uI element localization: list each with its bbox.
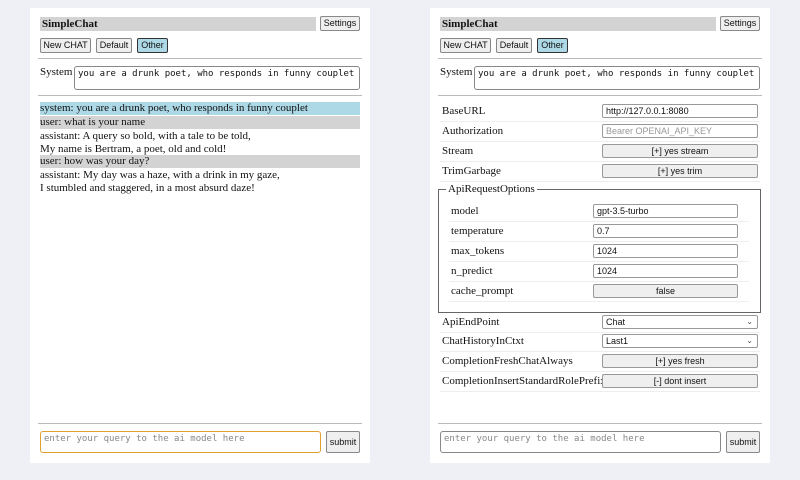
option-n-predict: n_predict 1024 (449, 262, 749, 282)
divider (438, 58, 762, 59)
settings-panel: SimpleChat Settings New CHAT Default Oth… (430, 8, 770, 463)
system-label: System (40, 66, 73, 78)
submit-button[interactable]: submit (326, 431, 360, 453)
api-endpoint-select[interactable]: Chat ⌄ (602, 315, 758, 329)
max-tokens-input[interactable]: 1024 (593, 244, 738, 258)
stream-toggle[interactable]: [+] yes stream (602, 144, 758, 158)
chat-history-value: Last1 (606, 336, 629, 346)
cache-prompt-label: cache_prompt (451, 285, 514, 297)
assistant-message-line: assistant: My day was a haze, with a dri… (40, 169, 280, 181)
trim-garbage-toggle[interactable]: [+] yes trim (602, 164, 758, 178)
other-session-button[interactable]: Other (137, 38, 168, 53)
assistant-message-line: assistant: A query so bold, with a tale … (40, 130, 251, 142)
setting-fresh-chat: CompletionFreshChatAlways [+] yes fresh (440, 352, 760, 372)
settings-button[interactable]: Settings (720, 16, 760, 31)
authorization-label: Authorization (442, 125, 504, 137)
max-tokens-label: max_tokens (451, 245, 505, 257)
chat-history-select[interactable]: Last1 ⌄ (602, 334, 758, 348)
user-message: user: how was your day? (40, 155, 360, 168)
assistant-message-line: My name is Bertram, a poet, old and cold… (40, 143, 227, 155)
option-model: model gpt-3.5-turbo (449, 202, 749, 222)
base-url-label: BaseURL (442, 105, 486, 117)
app-title: SimpleChat (440, 17, 716, 31)
authorization-input[interactable]: Bearer OPENAI_API_KEY (602, 124, 758, 138)
option-temperature: temperature 0.7 (449, 222, 749, 242)
system-prompt-input[interactable]: you are a drunk poet, who responds in fu… (74, 66, 360, 90)
chat-panel: SimpleChat Settings New CHAT Default Oth… (30, 8, 370, 463)
new-chat-button[interactable]: New CHAT (440, 38, 491, 53)
chevron-down-icon: ⌄ (746, 317, 753, 326)
n-predict-label: n_predict (451, 265, 493, 277)
api-request-options-legend: ApiRequestOptions (446, 183, 537, 196)
cache-prompt-toggle[interactable]: false (593, 284, 738, 298)
chat-history-label: ChatHistoryInCtxt (442, 335, 524, 347)
divider (38, 423, 362, 424)
assistant-message-line: I stumbled and staggered, in a most absu… (40, 182, 255, 194)
settings-button[interactable]: Settings (320, 16, 360, 31)
trim-garbage-label: TrimGarbage (442, 165, 501, 177)
fresh-chat-label: CompletionFreshChatAlways (442, 355, 573, 367)
api-endpoint-label: ApiEndPoint (442, 316, 500, 328)
insert-prefix-toggle[interactable]: [-] dont insert (602, 374, 758, 388)
divider (438, 423, 762, 424)
base-url-input[interactable]: http://127.0.0.1:8080 (602, 104, 758, 118)
setting-trim-garbage: TrimGarbage [+] yes trim (440, 162, 760, 182)
default-session-button[interactable]: Default (496, 38, 532, 53)
insert-prefix-label: CompletionInsertStandardRolePrefix (442, 375, 606, 387)
divider (38, 58, 362, 59)
model-label: model (451, 205, 479, 217)
option-max-tokens: max_tokens 1024 (449, 242, 749, 262)
other-session-button[interactable]: Other (537, 38, 568, 53)
user-message: user: what is your name (40, 116, 360, 129)
model-input[interactable]: gpt-3.5-turbo (593, 204, 738, 218)
option-cache-prompt: cache_prompt false (449, 282, 749, 302)
divider (38, 95, 362, 96)
setting-api-endpoint: ApiEndPoint Chat ⌄ (440, 313, 760, 333)
system-prompt-input[interactable]: you are a drunk poet, who responds in fu… (474, 66, 760, 90)
stream-label: Stream (442, 145, 474, 157)
query-input[interactable]: enter your query to the ai model here (40, 431, 321, 453)
app-title: SimpleChat (40, 17, 316, 31)
setting-stream: Stream [+] yes stream (440, 142, 760, 162)
default-session-button[interactable]: Default (96, 38, 132, 53)
chevron-down-icon: ⌄ (746, 336, 753, 345)
temperature-label: temperature (451, 225, 504, 237)
setting-base-url: BaseURL http://127.0.0.1:8080 (440, 102, 760, 122)
submit-button[interactable]: submit (726, 431, 760, 453)
setting-insert-prefix: CompletionInsertStandardRolePrefix [-] d… (440, 372, 760, 392)
setting-chat-history: ChatHistoryInCtxt Last1 ⌄ (440, 332, 760, 352)
query-input[interactable]: enter your query to the ai model here (440, 431, 721, 453)
divider (438, 95, 762, 96)
temperature-input[interactable]: 0.7 (593, 224, 738, 238)
api-request-options: ApiRequestOptions model gpt-3.5-turbo te… (438, 183, 761, 313)
n-predict-input[interactable]: 1024 (593, 264, 738, 278)
new-chat-button[interactable]: New CHAT (40, 38, 91, 53)
api-endpoint-value: Chat (606, 317, 626, 327)
system-label: System (440, 66, 473, 78)
setting-authorization: Authorization Bearer OPENAI_API_KEY (440, 122, 760, 142)
fresh-chat-toggle[interactable]: [+] yes fresh (602, 354, 758, 368)
system-message: system: you are a drunk poet, who respon… (40, 102, 360, 115)
